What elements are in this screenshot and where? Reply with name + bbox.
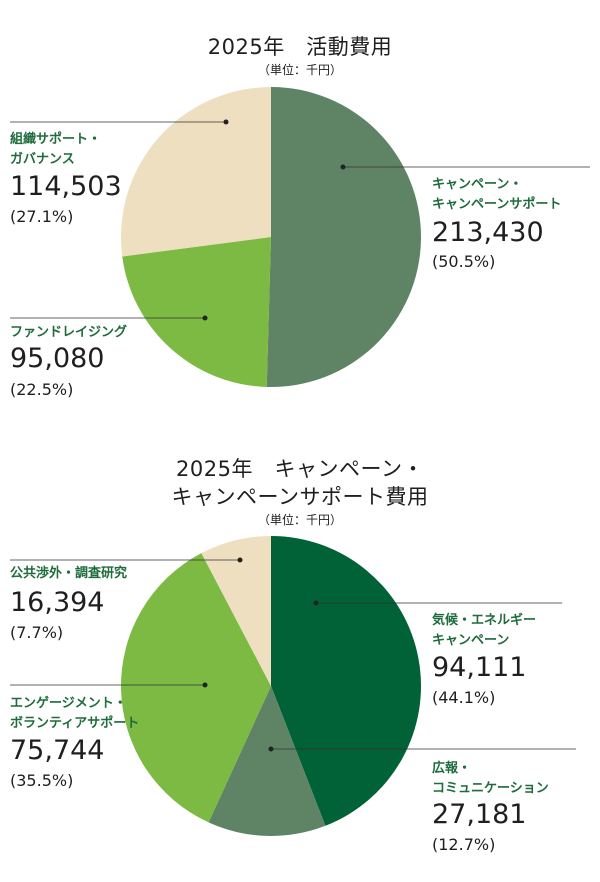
leader-lines xyxy=(10,119,590,752)
slice-value-public-affairs: 16,394 xyxy=(10,587,105,618)
slice-value-engagement: 75,744 xyxy=(10,735,105,766)
slice-label-engagement: エンゲージメント・ ボランティアサポート xyxy=(10,696,140,731)
slice-label-governance: 組織サポート・ ガバナンス xyxy=(10,132,102,167)
slice-percent-climate: (44.1%) xyxy=(432,688,496,707)
leader-dot-communication xyxy=(268,746,274,752)
pie-slice-campaign xyxy=(266,87,421,387)
leader-dot-engagement xyxy=(202,682,208,688)
slice-label-public-affairs: 公共渉外・調査研究 xyxy=(10,566,128,581)
pie-slice-public-affairs xyxy=(201,536,271,686)
pie-chart-activity-costs xyxy=(121,87,421,387)
slice-percent-campaign: (50.5%) xyxy=(432,252,496,271)
slice-percent-governance: (27.1%) xyxy=(10,207,74,226)
slice-value-fundraising: 95,080 xyxy=(10,343,105,374)
slice-value-communication: 27,181 xyxy=(432,799,527,830)
slice-label-fundraising: ファンドレイジング xyxy=(10,325,128,340)
pie-slice-governance xyxy=(121,87,271,257)
chart2-unit: （単位：千円） xyxy=(257,513,342,527)
pie-slice-engagement xyxy=(121,553,271,823)
pie-slice-communication xyxy=(208,686,326,836)
slice-percent-public-affairs: (7.7%) xyxy=(10,623,64,642)
chart1-unit: （単位：千円） xyxy=(257,63,342,77)
slice-value-governance: 114,503 xyxy=(10,171,122,202)
slice-percent-engagement: (35.5%) xyxy=(10,771,74,790)
leader-dot-campaign xyxy=(340,164,346,170)
leader-dot-fundraising xyxy=(202,315,208,321)
slice-label-communication: 広報・ コミュニケーション xyxy=(432,761,549,796)
leader-dot-climate xyxy=(313,600,319,606)
slice-percent-fundraising: (22.5%) xyxy=(10,380,74,399)
pie-slice-fundraising xyxy=(122,237,271,387)
slice-value-climate: 94,111 xyxy=(432,652,527,683)
leader-dot-governance xyxy=(223,119,229,125)
leader-dot-public-affairs xyxy=(237,557,243,563)
chart2-title: 2025年 キャンペーン・ キャンペーンサポート費用 xyxy=(171,457,429,509)
pie-slice-climate xyxy=(271,536,422,826)
chart1-title: 2025年 活動費用 xyxy=(207,35,393,59)
slice-value-campaign: 213,430 xyxy=(432,217,544,248)
pie-chart-campaign-costs xyxy=(121,536,422,836)
slice-label-campaign: キャンペーン・ キャンペーンサポート xyxy=(432,177,562,212)
slice-percent-communication: (12.7%) xyxy=(432,835,496,854)
slice-label-climate: 気候・エネルギー キャンペーン xyxy=(432,613,537,648)
